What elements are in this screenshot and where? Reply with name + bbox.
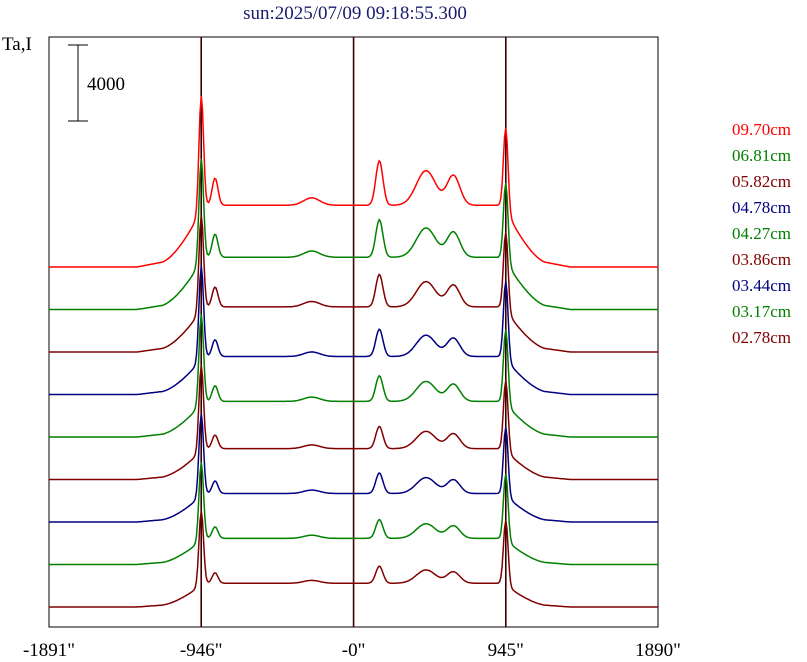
legend-item: 06.81cm — [732, 146, 791, 165]
legend-item: 04.27cm — [732, 224, 791, 243]
legend: 09.70cm 06.81cm 05.82cm 04.78cm 04.27cm 03.86… — [732, 120, 791, 347]
legend-item: 09.70cm — [732, 120, 791, 139]
x-tick-label: -0" — [342, 640, 366, 661]
series-line-03.44cm — [49, 413, 658, 523]
legend-item: 03.86cm — [732, 250, 791, 269]
series-line-02.78cm — [49, 510, 658, 608]
x-tick-label: 945" — [488, 640, 524, 661]
x-tick-label: 1890" — [635, 640, 681, 661]
legend-item: 03.17cm — [732, 302, 791, 321]
x-tick-labels: -1891" -946" -0" 945" 1890" — [23, 640, 681, 661]
series-line-03.86cm — [49, 365, 658, 481]
x-tick-label: -1891" — [23, 640, 75, 661]
series-line-09.70cm — [49, 95, 658, 268]
legend-item: 05.82cm — [732, 172, 791, 191]
legend-item: 03.44cm — [732, 276, 791, 295]
series-line-04.78cm — [49, 266, 658, 396]
scale-bar-label: 4000 — [87, 74, 125, 95]
series-line-03.17cm — [49, 462, 658, 566]
x-tick-label: -946" — [180, 640, 223, 661]
scale-bar: 4000 — [68, 44, 125, 122]
y-axis-label: Ta,I — [2, 34, 32, 55]
series-line-05.82cm — [49, 215, 658, 353]
series-line-06.81cm — [49, 158, 658, 311]
chart-title: sun:2025/07/09 09:18:55.300 — [243, 3, 467, 24]
series-layer — [49, 95, 658, 608]
legend-item: 04.78cm — [732, 198, 791, 217]
series-line-04.27cm — [49, 314, 658, 438]
legend-item: 02.78cm — [732, 328, 791, 347]
